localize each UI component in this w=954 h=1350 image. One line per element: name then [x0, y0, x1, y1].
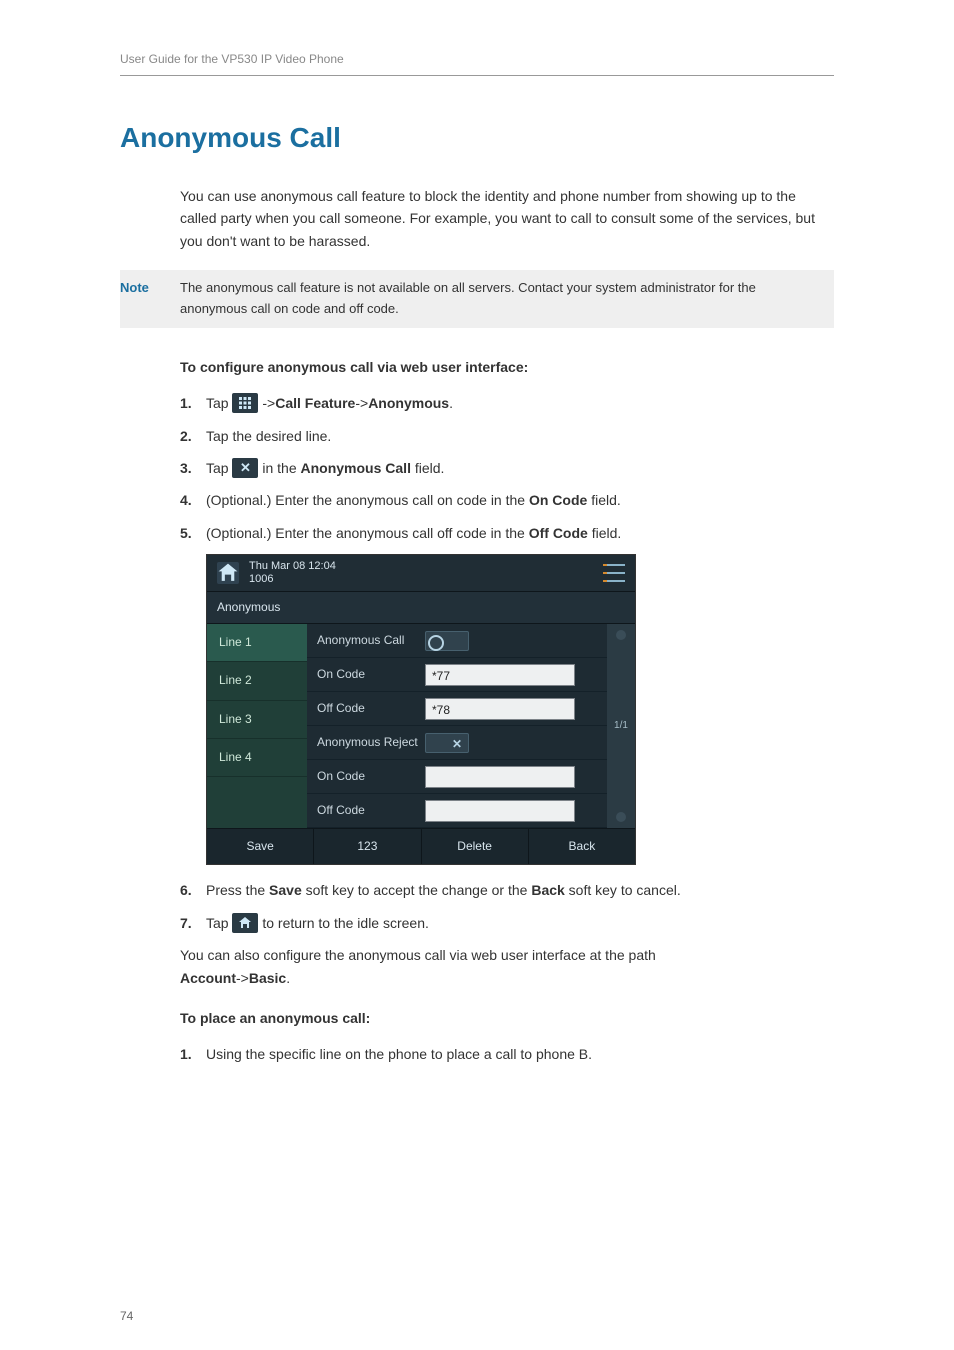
- phone-line-sidebar: Line 1 Line 2 Line 3 Line 4: [207, 624, 307, 828]
- row-on-code2-label: On Code: [307, 767, 425, 786]
- intro-paragraph: You can use anonymous call feature to bl…: [180, 185, 834, 252]
- phone-screen-title: Anonymous: [207, 591, 635, 624]
- place-steps: Using the specific line on the phone to …: [180, 1043, 834, 1065]
- scroll-down-dot[interactable]: [616, 812, 626, 822]
- place-step-1: Using the specific line on the phone to …: [180, 1043, 834, 1065]
- step-6-pre: Press the: [206, 882, 269, 898]
- after-mid: ->: [236, 970, 249, 986]
- step-5: (Optional.) Enter the anonymous call off…: [180, 522, 834, 544]
- step-4-end: field.: [587, 492, 620, 508]
- phone-topbar: Thu Mar 08 12:04 1006: [207, 555, 635, 591]
- off-code-input[interactable]: *78: [425, 698, 575, 720]
- after-end: .: [286, 970, 290, 986]
- phone-line-3[interactable]: Line 3: [207, 701, 307, 739]
- phone-screenshot: Thu Mar 08 12:04 1006 Anonymous Line 1 L…: [206, 554, 636, 865]
- step-3: Tap ✕ in the Anonymous Call field.: [180, 457, 834, 479]
- scroll-up-dot[interactable]: [616, 630, 626, 640]
- configure-heading: To configure anonymous call via web user…: [180, 356, 834, 378]
- step-3-pre: Tap: [206, 460, 232, 476]
- step-1: Tap ->Call Feature->Anonymous.: [180, 392, 834, 414]
- on-code2-input[interactable]: [425, 766, 575, 788]
- step-4-pre: (Optional.) Enter the anonymous call on …: [206, 492, 529, 508]
- apps-grid-icon: [232, 393, 258, 413]
- step-4-bold: On Code: [529, 492, 587, 508]
- step-1-mid: ->: [355, 395, 368, 411]
- phone-line-2[interactable]: Line 2: [207, 662, 307, 700]
- step-1-bold2: Anonymous: [368, 395, 449, 411]
- phone-home-icon[interactable]: [217, 562, 239, 584]
- softkey-save[interactable]: Save: [207, 829, 314, 864]
- softkey-123[interactable]: 123: [314, 829, 421, 864]
- phone-softkeys: Save 123 Delete Back: [207, 828, 635, 864]
- page-header: User Guide for the VP530 IP Video Phone: [120, 50, 834, 76]
- section-title: Anonymous Call: [120, 116, 834, 161]
- step-5-bold: Off Code: [529, 525, 588, 541]
- step-7: Tap to return to the idle screen.: [180, 912, 834, 934]
- phone-clock-line2: 1006: [249, 573, 336, 586]
- step-1-end: .: [449, 395, 453, 411]
- toggle-x-icon: ✕: [232, 458, 258, 478]
- phone-clock-line1: Thu Mar 08 12:04: [249, 560, 336, 573]
- step-3-bold: Anonymous Call: [301, 460, 411, 476]
- step-1-post1: ->: [262, 395, 275, 411]
- step-5-pre: (Optional.) Enter the anonymous call off…: [206, 525, 529, 541]
- step-6: Press the Save soft key to accept the ch…: [180, 879, 834, 901]
- phone-scroll-indicator: 1/1: [607, 624, 635, 828]
- step-6-end: soft key to cancel.: [565, 882, 681, 898]
- row-anon-reject-label: Anonymous Reject: [307, 733, 425, 752]
- softkey-delete[interactable]: Delete: [422, 829, 529, 864]
- place-heading: To place an anonymous call:: [180, 1007, 834, 1029]
- step-3-end: field.: [411, 460, 444, 476]
- row-off-code2-label: Off Code: [307, 801, 425, 820]
- note-text: The anonymous call feature is not availa…: [180, 270, 834, 328]
- phone-clock: Thu Mar 08 12:04 1006: [249, 560, 336, 586]
- page-indicator: 1/1: [614, 718, 628, 734]
- step-6-bold2: Back: [531, 882, 564, 898]
- phone-settings-rows: Anonymous Call On Code *77 Off Code *78 …: [307, 624, 607, 828]
- step-3-mid: in the: [262, 460, 300, 476]
- row-off-code-label: Off Code: [307, 699, 425, 718]
- step-6-bold1: Save: [269, 882, 302, 898]
- step-7-end: to return to the idle screen.: [262, 915, 429, 931]
- anon-reject-toggle[interactable]: [425, 733, 469, 753]
- step-4: (Optional.) Enter the anonymous call on …: [180, 489, 834, 511]
- after-bold1: Account: [180, 970, 236, 986]
- step-2: Tap the desired line.: [180, 425, 834, 447]
- note-callout: Note The anonymous call feature is not a…: [120, 270, 834, 328]
- after-paragraph: You can also configure the anonymous cal…: [180, 944, 834, 989]
- on-code-input[interactable]: *77: [425, 664, 575, 686]
- configure-steps: Tap ->Call Feature->Anonymous. Tap the d…: [180, 392, 834, 544]
- configure-steps-cont: Press the Save soft key to accept the ch…: [180, 879, 834, 934]
- note-label: Note: [120, 270, 180, 328]
- step-1-bold1: Call Feature: [275, 395, 355, 411]
- page-number: 74: [120, 1307, 133, 1326]
- after-pre: You can also configure the anonymous cal…: [180, 947, 656, 963]
- home-icon: [232, 913, 258, 933]
- phone-list-icon[interactable]: [603, 564, 625, 582]
- step-5-end: field.: [588, 525, 621, 541]
- step-1-pre: Tap: [206, 395, 232, 411]
- row-on-code-label: On Code: [307, 665, 425, 684]
- row-anon-call-label: Anonymous Call: [307, 631, 425, 650]
- off-code2-input[interactable]: [425, 800, 575, 822]
- softkey-back[interactable]: Back: [529, 829, 635, 864]
- after-bold2: Basic: [249, 970, 286, 986]
- step-7-pre: Tap: [206, 915, 232, 931]
- phone-line-1[interactable]: Line 1: [207, 624, 307, 662]
- step-6-mid: soft key to accept the change or the: [302, 882, 532, 898]
- anon-call-toggle[interactable]: [425, 631, 469, 651]
- phone-line-4[interactable]: Line 4: [207, 739, 307, 777]
